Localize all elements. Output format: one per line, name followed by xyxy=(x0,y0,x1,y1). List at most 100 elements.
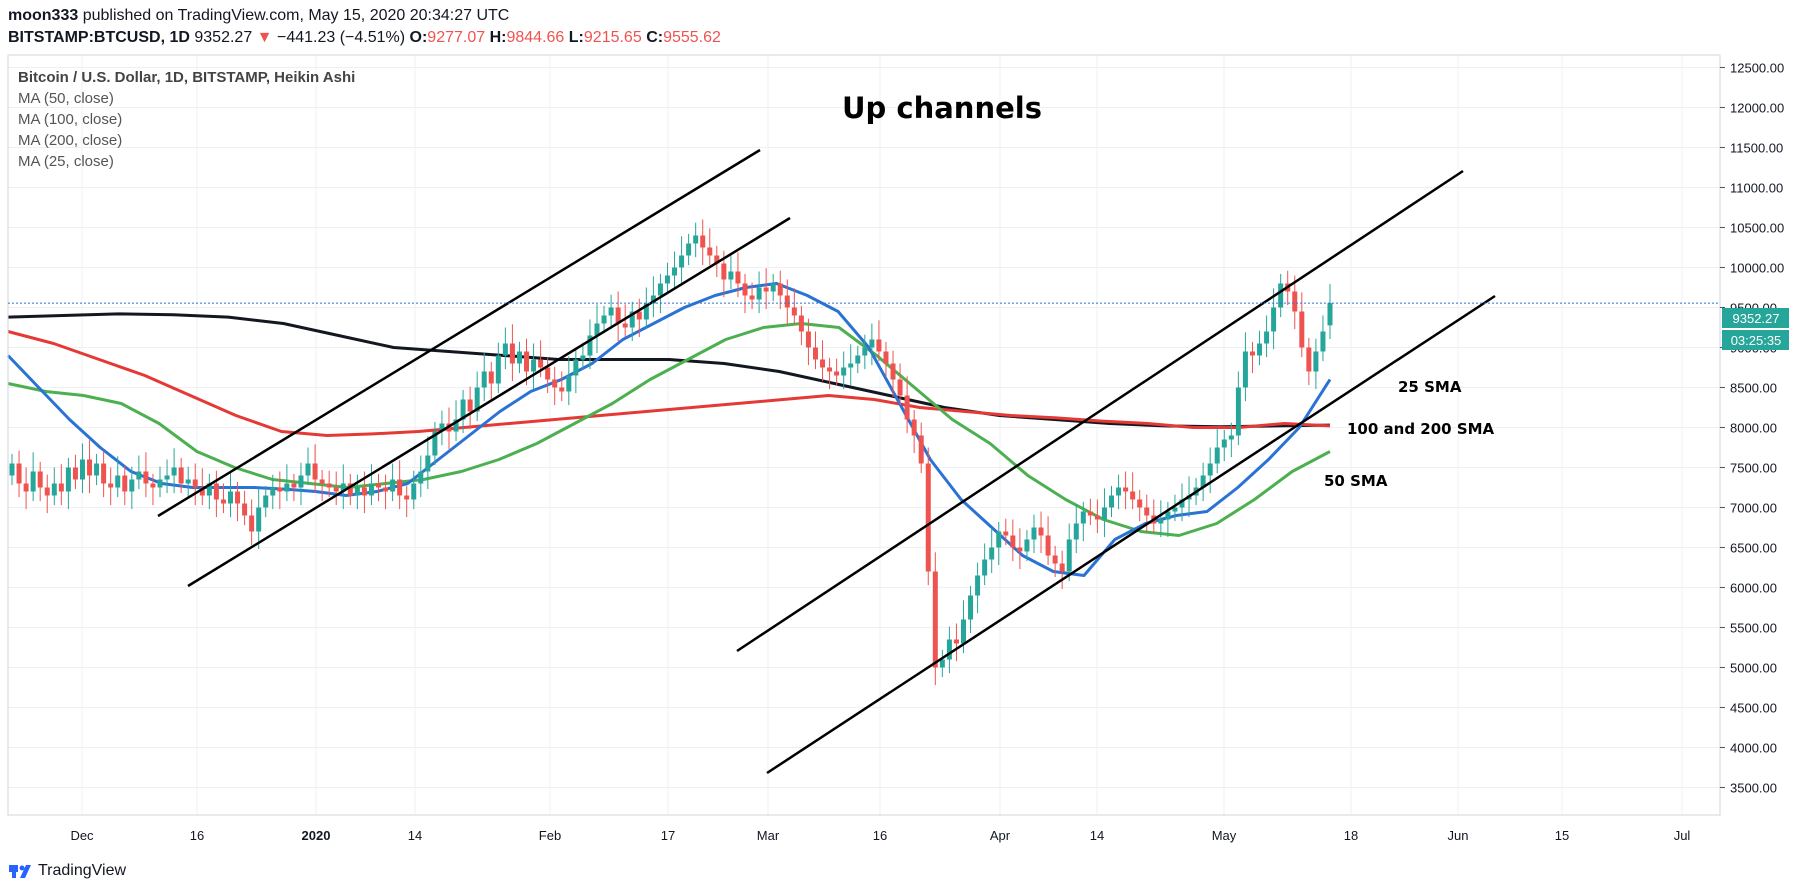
channel-line xyxy=(187,216,791,588)
candle-body xyxy=(1320,331,1326,352)
candle-body xyxy=(777,283,783,296)
publisher-name[interactable]: moon333 xyxy=(8,7,79,24)
candle-body xyxy=(580,355,586,360)
candle-body xyxy=(622,323,628,328)
candle-body xyxy=(679,255,685,268)
candle-body xyxy=(1179,499,1185,508)
legend-item-ma200[interactable]: MA (200, close) xyxy=(18,132,123,149)
candle-body xyxy=(51,483,57,496)
x-tick-label: 15 xyxy=(1555,828,1569,843)
channel-line xyxy=(736,169,1464,653)
candle-body xyxy=(904,395,910,420)
open-label: O: xyxy=(409,29,428,46)
candle-body xyxy=(531,359,537,372)
candle-body xyxy=(178,467,184,484)
candle-body xyxy=(1235,387,1241,436)
x-tick-label: Jun xyxy=(1448,828,1469,843)
price-badge-label: 9352.27 xyxy=(1733,311,1780,326)
candle-body xyxy=(432,431,438,456)
symbol-label[interactable]: BITSTAMP:BTCUSD, 1D xyxy=(8,29,190,46)
candle-body xyxy=(812,347,818,360)
countdown-badge xyxy=(1722,330,1789,350)
candle-body xyxy=(650,295,656,304)
candle-body xyxy=(94,463,100,476)
close-value: 9555.62 xyxy=(663,29,721,46)
candle-body xyxy=(256,507,262,532)
candle-body xyxy=(1137,499,1143,508)
candle-body xyxy=(700,235,706,248)
candle-body xyxy=(735,271,741,284)
ma200-line xyxy=(7,312,1331,429)
candle-body xyxy=(1080,511,1086,524)
ma25-line xyxy=(6,282,1332,577)
candle-body xyxy=(946,639,952,660)
candle-body xyxy=(9,463,15,476)
x-tick-label: 14 xyxy=(408,828,422,843)
candle-body xyxy=(277,487,283,492)
candle-body xyxy=(129,479,135,492)
channel-line xyxy=(766,294,1496,775)
candle-body xyxy=(249,515,255,532)
x-tick-label: 2020 xyxy=(302,828,331,843)
high-label: H: xyxy=(489,29,507,46)
candle-body xyxy=(361,487,367,496)
ma100-line xyxy=(7,330,1331,437)
candle-body xyxy=(291,483,297,488)
candle-body xyxy=(1221,439,1227,448)
annotation-50-sma: 50 SMA xyxy=(1324,472,1388,490)
legend-item-ma25[interactable]: MA (25, close) xyxy=(18,153,114,170)
tradingview-footer[interactable]: TradingView xyxy=(8,862,126,880)
x-tick-label: Feb xyxy=(539,828,561,843)
y-tick-label: 12500.00 xyxy=(1730,61,1784,76)
candle-body xyxy=(383,487,389,492)
candle-body xyxy=(199,487,205,496)
candle-body xyxy=(1017,547,1023,552)
candle-body xyxy=(636,311,642,320)
annotation-25-sma: 25 SMA xyxy=(1398,378,1462,396)
candle-body xyxy=(453,419,459,432)
x-tick-label: Jul xyxy=(1674,828,1691,843)
legend-title: Bitcoin / U.S. Dollar, 1D, BITSTAMP, Hei… xyxy=(18,69,356,86)
candle-body xyxy=(1228,435,1234,440)
candle-body xyxy=(559,387,565,392)
legend-item-ma100[interactable]: MA (100, close) xyxy=(18,111,123,128)
candle-body xyxy=(643,303,649,320)
annotation-100-200-sma: 100 and 200 SMA xyxy=(1347,420,1495,438)
candle-body xyxy=(150,483,156,488)
candle-body xyxy=(263,495,269,508)
down-arrow-icon: ▼ xyxy=(256,29,273,46)
candle-body xyxy=(1165,511,1171,520)
candle-body xyxy=(488,371,494,384)
candle-body xyxy=(798,315,804,332)
candle-body xyxy=(439,423,445,432)
candle-body xyxy=(608,307,614,316)
candle-body xyxy=(368,483,374,496)
candle-body xyxy=(1087,511,1093,516)
candle-body xyxy=(1094,515,1100,520)
candle-body xyxy=(545,367,551,380)
candle-body xyxy=(30,471,36,492)
candle-body xyxy=(87,459,93,476)
candle-body xyxy=(390,479,396,492)
candle-body xyxy=(16,463,22,484)
candle-body xyxy=(108,483,114,488)
candle-body xyxy=(242,503,248,516)
candle-body xyxy=(1059,563,1065,572)
candle-body xyxy=(1109,495,1115,508)
x-tick-label: 16 xyxy=(190,828,204,843)
candle-body xyxy=(143,471,149,484)
y-tick-label: 7000.00 xyxy=(1730,501,1777,516)
publisher-line: moon333 published on TradingView.com, Ma… xyxy=(8,7,509,25)
candle-body xyxy=(805,331,811,348)
candle-body xyxy=(1249,351,1255,356)
x-tick-label: May xyxy=(1212,828,1237,843)
y-tick-label: 11500.00 xyxy=(1730,141,1783,156)
y-tick-label: 4000.00 xyxy=(1730,741,1777,756)
candle-body xyxy=(58,483,64,492)
candle-body xyxy=(1144,507,1150,516)
legend-item-ma50[interactable]: MA (50, close) xyxy=(18,90,114,107)
x-tick-label: Mar xyxy=(757,828,780,843)
candle-body xyxy=(686,243,692,256)
candle-body xyxy=(171,467,177,476)
